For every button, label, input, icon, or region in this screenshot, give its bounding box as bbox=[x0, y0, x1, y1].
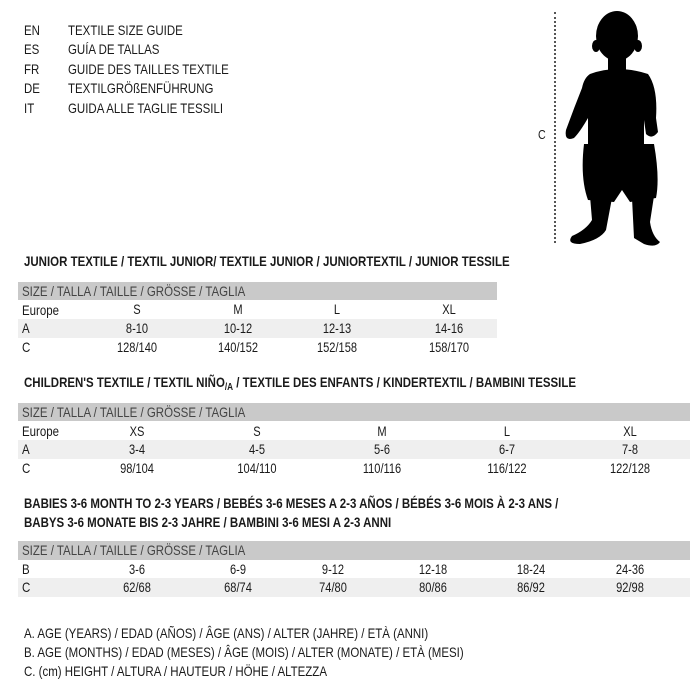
lang-title-en: TEXTILE SIZE GUIDE bbox=[68, 22, 183, 38]
children-title-sub: /A bbox=[224, 382, 234, 393]
lang-code-en: EN bbox=[24, 22, 40, 38]
junior-header-bar bbox=[18, 282, 497, 300]
cell: 6-7 bbox=[498, 442, 516, 457]
child-silhouette-icon bbox=[565, 11, 660, 246]
lang-code-fr: FR bbox=[24, 61, 40, 77]
lang-title-es: GUÍA DE TALLAS bbox=[68, 41, 160, 57]
row-label: B bbox=[22, 561, 30, 577]
cell: L bbox=[503, 424, 511, 439]
cell: M bbox=[233, 302, 243, 317]
row-label: A bbox=[22, 441, 30, 457]
cell: 158/170 bbox=[428, 340, 470, 355]
babies-header: SIZE / TALLA / TAILLE / GRÖSSE / TAGLIA bbox=[22, 542, 246, 558]
cell: 5-6 bbox=[373, 442, 391, 457]
cell: 3-4 bbox=[128, 442, 146, 457]
cell: XL bbox=[623, 424, 637, 439]
children-title: CHILDREN'S TEXTILE / TEXTIL NIÑO/A / TEX… bbox=[24, 374, 576, 396]
cell: 68/74 bbox=[224, 580, 252, 595]
cell: 24-36 bbox=[615, 562, 645, 577]
cell: 104/110 bbox=[237, 461, 277, 476]
junior-row-shade bbox=[18, 319, 497, 338]
row-label: C bbox=[22, 460, 31, 476]
cell: M bbox=[377, 424, 387, 439]
cell: 10-12 bbox=[223, 321, 253, 336]
babies-title-line2: BABYS 3-6 MONATE BIS 2-3 JAHRE / BAMBINI… bbox=[24, 514, 392, 530]
cell: 80/86 bbox=[419, 580, 447, 595]
junior-header: SIZE / TALLA / TAILLE / GRÖSSE / TAGLIA bbox=[22, 283, 246, 299]
cell: 8-10 bbox=[125, 321, 149, 336]
row-label: C bbox=[22, 579, 31, 595]
cell: 6-9 bbox=[229, 562, 247, 577]
cell: 152/158 bbox=[316, 340, 358, 355]
cell: 62/68 bbox=[123, 580, 151, 595]
children-header-bar bbox=[18, 403, 690, 421]
babies-title-line1: BABIES 3-6 MONTH TO 2-3 YEARS / BEBÉS 3-… bbox=[24, 495, 559, 511]
lang-title-it: GUIDA ALLE TAGLIE TESSILI bbox=[68, 100, 224, 116]
cell: 9-12 bbox=[321, 562, 345, 577]
cell: 3-6 bbox=[128, 562, 146, 577]
cell: S bbox=[133, 302, 141, 317]
row-label: C bbox=[22, 339, 31, 355]
lang-code-it: IT bbox=[24, 100, 35, 116]
cell: 92/98 bbox=[616, 580, 644, 595]
cell: 12-18 bbox=[418, 562, 448, 577]
cell: 18-24 bbox=[516, 562, 546, 577]
legend-b: B. AGE (MONTHS) / EDAD (MESES) / ÂGE (MO… bbox=[24, 644, 464, 660]
babies-header-bar bbox=[18, 541, 690, 560]
cell: XL bbox=[442, 302, 456, 317]
row-label: Europe bbox=[22, 423, 60, 439]
legend-a: A. AGE (YEARS) / EDAD (AÑOS) / ÂGE (ANS)… bbox=[24, 625, 429, 641]
babies-row-shade bbox=[18, 578, 690, 597]
cell: 12-13 bbox=[322, 321, 352, 336]
children-title-main: CHILDREN'S TEXTILE / TEXTIL NIÑO bbox=[24, 374, 225, 390]
cell: 116/122 bbox=[487, 461, 527, 476]
height-label: C bbox=[538, 127, 546, 142]
cell: XS bbox=[129, 424, 145, 439]
cell: L bbox=[333, 302, 341, 317]
row-label: Europe bbox=[22, 302, 60, 318]
row-label: A bbox=[22, 320, 30, 336]
cell: 7-8 bbox=[621, 442, 639, 457]
junior-title: JUNIOR TEXTILE / TEXTIL JUNIOR/ TEXTILE … bbox=[24, 253, 510, 269]
lang-code-de: DE bbox=[24, 80, 40, 96]
cell: S bbox=[253, 424, 261, 439]
children-title-rest: / TEXTILE DES ENFANTS / KINDERTEXTIL / B… bbox=[233, 374, 577, 390]
cell: 140/152 bbox=[217, 340, 259, 355]
cell: 14-16 bbox=[434, 321, 464, 336]
lang-title-de: TEXTILGRÖßENFÜHRUNG bbox=[68, 80, 214, 96]
legend-c: C. (cm) HEIGHT / ALTURA / HAUTEUR / HÖHE… bbox=[24, 663, 327, 679]
cell: 4-5 bbox=[248, 442, 266, 457]
cell: 122/128 bbox=[609, 461, 651, 476]
children-header: SIZE / TALLA / TAILLE / GRÖSSE / TAGLIA bbox=[22, 404, 246, 420]
height-dashed-line bbox=[554, 12, 556, 243]
cell: 110/116 bbox=[362, 461, 402, 476]
lang-code-es: ES bbox=[24, 41, 40, 57]
children-row-shade bbox=[18, 440, 690, 459]
cell: 98/104 bbox=[120, 461, 154, 476]
cell: 74/80 bbox=[319, 580, 347, 595]
cell: 128/140 bbox=[116, 340, 158, 355]
lang-title-fr: GUIDE DES TAILLES TEXTILE bbox=[68, 61, 229, 77]
cell: 86/92 bbox=[517, 580, 545, 595]
